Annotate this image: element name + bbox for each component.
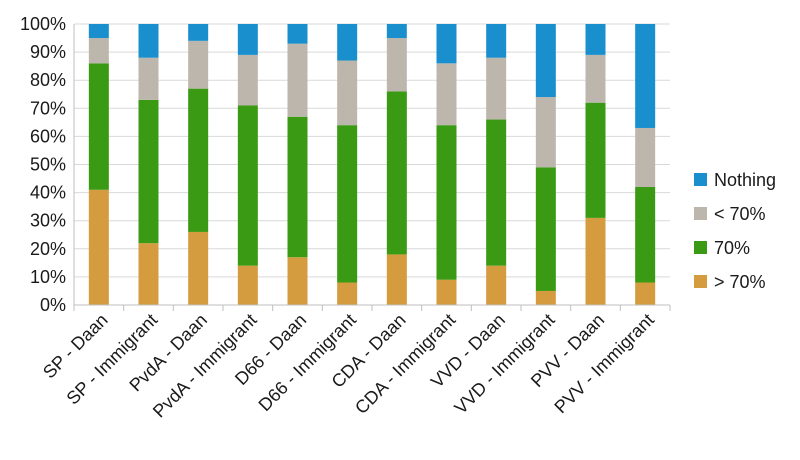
bar-segment (486, 57, 507, 120)
bar-segment (585, 24, 606, 55)
y-tick-label: 20% (30, 239, 66, 259)
bar-segment (535, 24, 556, 98)
bar-segment (386, 24, 407, 39)
y-tick-label: 30% (30, 211, 66, 231)
bar-segment (138, 57, 159, 100)
bar-segment (88, 38, 109, 64)
bar-segment (386, 254, 407, 305)
axes (73, 24, 671, 311)
bar-segment (635, 186, 656, 283)
bar-segment (635, 24, 656, 128)
bar-segment (337, 60, 358, 126)
y-tick-label: 60% (30, 126, 66, 146)
bar-segment (436, 63, 457, 126)
y-tick-label: 0% (40, 295, 66, 315)
bar-segment (436, 125, 457, 280)
y-axis-gridlines (74, 23, 670, 278)
y-tick-labels: 0% 10% 20% 30% 40% 50% 60% 70% 80% 90% 100% (20, 14, 66, 315)
legend-label: 70% (714, 238, 750, 258)
legend-swatch (694, 173, 707, 186)
bar-segment (535, 97, 556, 168)
bar-segment (138, 243, 159, 305)
bar-segment (188, 40, 209, 89)
bar-segment (585, 217, 606, 305)
y-tick-label: 40% (30, 183, 66, 203)
y-tick-label: 90% (30, 42, 66, 62)
y-tick-label: 80% (30, 70, 66, 90)
bar-segment (138, 99, 159, 244)
bar-segment (585, 54, 606, 103)
bar-segment (237, 54, 258, 106)
bar-segment (535, 167, 556, 291)
bar-segment (237, 105, 258, 266)
y-tick-label: 70% (30, 98, 66, 118)
legend-swatch (694, 275, 707, 288)
legend: Nothing < 70% 70% > 70% (694, 170, 776, 292)
bar-segment (386, 38, 407, 92)
bar-segment (237, 265, 258, 305)
bar-segment (436, 279, 457, 305)
y-tick-label: 50% (30, 155, 66, 175)
bar-segment (188, 24, 209, 41)
y-tick-label: 10% (30, 267, 66, 287)
y-tick-label: 100% (20, 14, 66, 34)
bar-segment (188, 231, 209, 305)
bar-segment (337, 125, 358, 283)
legend-swatch (694, 207, 707, 220)
bar-segment (486, 24, 507, 58)
bar-segment (635, 282, 656, 305)
legend-label: < 70% (714, 204, 766, 224)
bar-segment (486, 119, 507, 266)
legend-label: Nothing (714, 170, 776, 190)
bar-segment (635, 127, 656, 187)
bar-segment (386, 91, 407, 255)
bar-segment (287, 257, 308, 305)
bar-stacks (88, 24, 656, 305)
legend-swatch (694, 241, 707, 254)
bar-segment (88, 63, 109, 190)
bar-segment (237, 24, 258, 55)
legend-label: > 70% (714, 272, 766, 292)
bar-segment (287, 116, 308, 258)
bar-segment (287, 43, 308, 117)
bar-segment (585, 102, 606, 218)
bar-segment (88, 189, 109, 305)
bar-segment (337, 282, 358, 305)
bar-segment (486, 265, 507, 305)
bar-segment (436, 24, 457, 64)
bar-segment (188, 88, 209, 232)
bar-segment (88, 24, 109, 39)
bar-segment (287, 24, 308, 44)
bar-segment (138, 24, 159, 58)
bar-segment (337, 24, 358, 61)
bar-segment (535, 290, 556, 305)
